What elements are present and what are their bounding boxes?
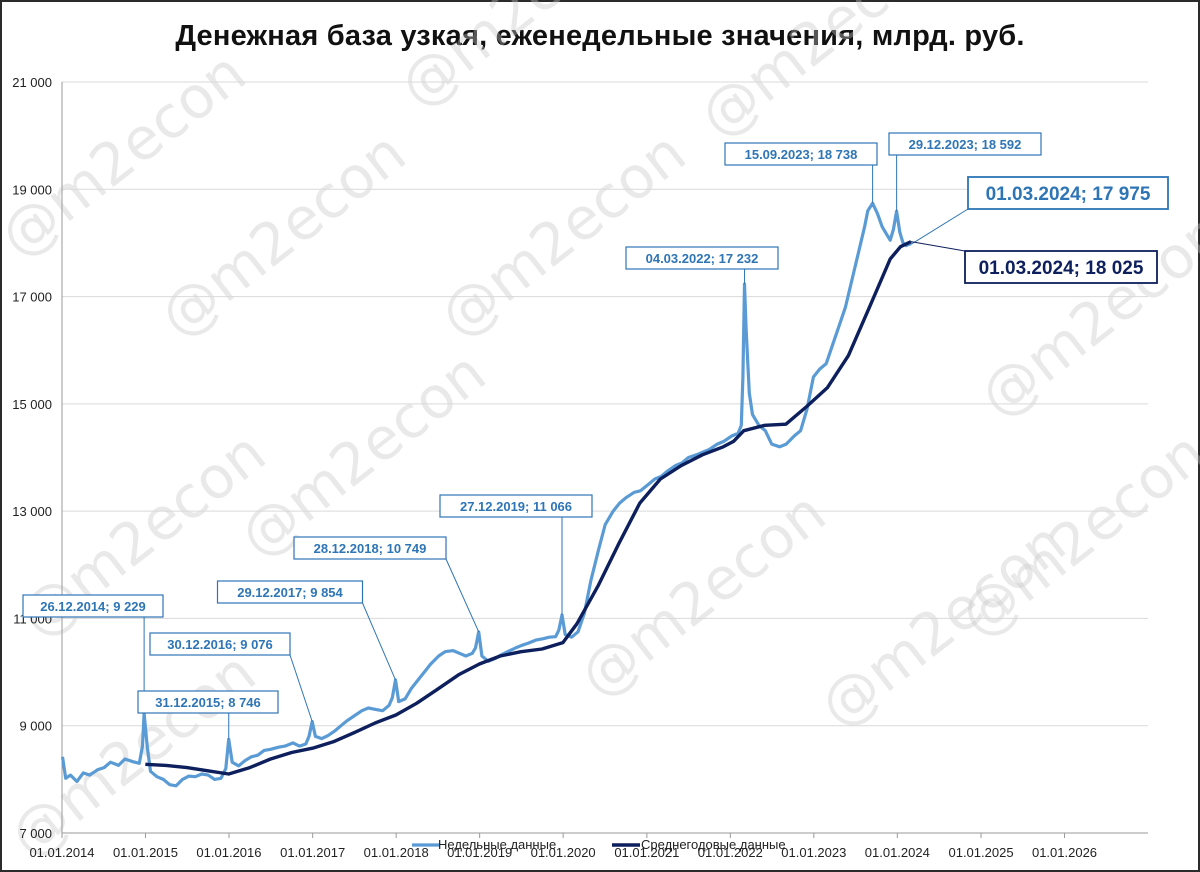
annotation-label: 01.03.2024; 18 025	[979, 258, 1144, 279]
x-tick-label: 01.01.2026	[1032, 845, 1097, 860]
x-tick-label: 01.01.2019	[447, 845, 512, 860]
annotation-label: 31.12.2015; 8 746	[155, 695, 261, 710]
watermark-text: @m2econ	[967, 198, 1200, 431]
annotation-label: 29.12.2023; 18 592	[909, 137, 1022, 152]
y-tick-label: 17 000	[12, 290, 52, 305]
chart-title: Денежная база узкая, еженедельные значен…	[175, 20, 1025, 52]
watermark-text: @m2econ	[227, 338, 498, 571]
y-tick-label: 21 000	[12, 75, 52, 90]
annotation-leader	[910, 208, 969, 245]
annotation-label: 04.03.2022; 17 232	[646, 251, 759, 266]
annotation-label: 26.12.2014; 9 229	[40, 599, 146, 614]
series-line-average	[145, 240, 912, 776]
annotation-box	[149, 632, 291, 656]
annotation-box	[216, 580, 364, 604]
watermark-text: @m2econ	[427, 118, 698, 351]
x-tick-label: 01.01.2025	[948, 845, 1013, 860]
y-tick-label: 15 000	[12, 397, 52, 412]
annotation-leader	[362, 602, 396, 681]
watermark-text: @m2econ	[147, 118, 418, 351]
watermark-text: @m2econ	[687, 0, 958, 151]
y-tick-label: 13 000	[12, 504, 52, 519]
legend-label-average: Среднегодовые данные	[641, 837, 786, 852]
annotation-box	[137, 690, 279, 714]
y-tick-label: 19 000	[12, 182, 52, 197]
legend-label-weekly: Недельные данные	[438, 837, 556, 852]
x-tick-label: 01.01.2021	[614, 845, 679, 860]
annotation-leader	[910, 241, 966, 252]
annotation-box	[724, 142, 878, 166]
y-tick-label: 9 000	[19, 719, 52, 734]
annotation-label: 28.12.2018; 10 749	[314, 541, 427, 556]
annotation-label: 01.03.2024; 17 975	[986, 184, 1151, 205]
annotation-box	[293, 536, 447, 560]
watermark-text: @m2econ	[567, 478, 838, 711]
x-tick-label: 01.01.2024	[865, 845, 930, 860]
annotation-label: 15.09.2023; 18 738	[745, 147, 858, 162]
annotation-box	[964, 250, 1158, 284]
x-tick-label: 01.01.2020	[531, 845, 596, 860]
annotation-box	[625, 246, 779, 270]
watermark-text: @m2econ	[0, 38, 258, 271]
annotation-label: 30.12.2016; 9 076	[167, 637, 273, 652]
watermark-text: @m2econ	[947, 418, 1200, 651]
x-tick-label: 01.01.2022	[698, 845, 763, 860]
x-tick-label: 01.01.2023	[781, 845, 846, 860]
watermark-text: @m2econ	[387, 0, 658, 121]
annotation-box	[439, 494, 593, 518]
annotation-box	[888, 132, 1042, 156]
annotation-leader	[289, 654, 313, 722]
annotation-label: 27.12.2019; 11 066	[460, 499, 572, 514]
annotation-box	[967, 176, 1169, 210]
x-tick-label: 01.01.2016	[196, 845, 261, 860]
x-tick-label: 01.01.2018	[364, 845, 429, 860]
y-tick-label: 7 000	[19, 826, 52, 841]
annotation-leader	[445, 558, 480, 633]
annotation-label: 29.12.2017; 9 854	[237, 585, 343, 600]
x-tick-label: 01.01.2017	[280, 845, 345, 860]
x-tick-label: 01.01.2015	[113, 845, 178, 860]
x-tick-label: 01.01.2014	[29, 845, 94, 860]
annotation-box	[22, 594, 164, 618]
